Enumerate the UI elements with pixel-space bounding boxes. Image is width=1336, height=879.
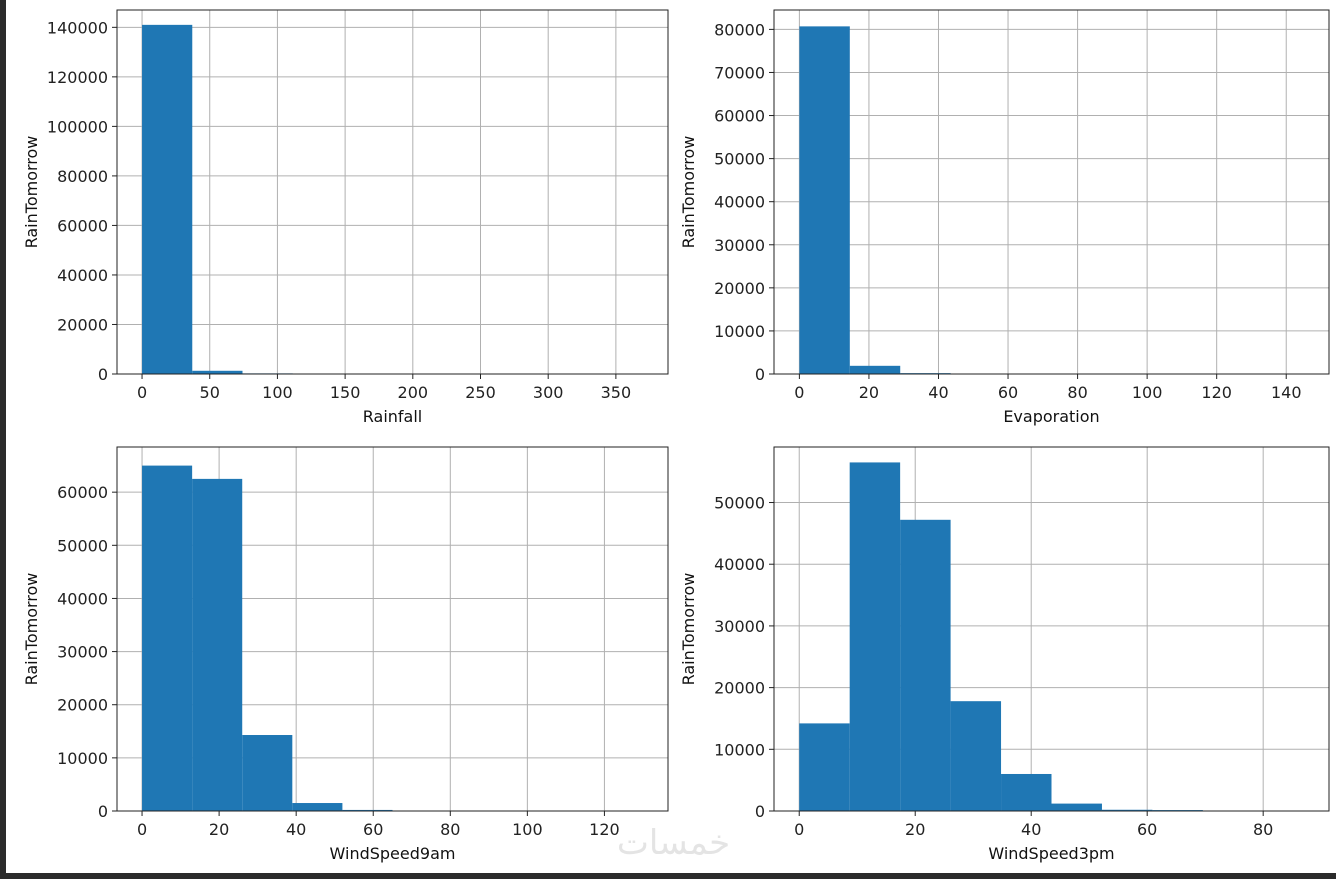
x-tick-label: 300	[533, 383, 564, 402]
x-tick-label: 80	[440, 820, 460, 839]
x-axis-label: WindSpeed3pm	[988, 844, 1114, 863]
x-axis-label: Rainfall	[363, 407, 422, 426]
histogram-bar	[1101, 809, 1153, 811]
y-tick-label: 30000	[714, 236, 765, 255]
y-tick-label: 20000	[57, 696, 108, 715]
y-axis-label: RainTomorrow	[679, 573, 698, 686]
y-axis-label: RainTomorrow	[22, 573, 41, 686]
histogram-grid: 0 50 100 150 200 250 300 3500200004000060000800…	[22, 9, 1330, 863]
x-tick-label: 40	[928, 383, 948, 402]
x-tick-label: 50	[200, 383, 220, 402]
x-tick-label: 100	[1132, 383, 1163, 402]
y-tick-label: 60000	[714, 107, 765, 126]
y-tick-label: 120000	[47, 68, 108, 87]
histogram-bar	[192, 370, 243, 374]
y-tick-label: 50000	[714, 494, 765, 513]
y-tick-label: 60000	[57, 483, 108, 502]
watermark-logo: خمسات	[616, 823, 731, 863]
x-tick-label: 80	[1067, 383, 1087, 402]
histogram-bar	[242, 735, 293, 811]
y-tick-label: 70000	[714, 63, 765, 82]
x-tick-label: 100	[512, 820, 543, 839]
subplot-windspeed3pm: 0 20 40 60 80 0 10000 20000 30000 40000 50000 WindS…	[679, 446, 1330, 863]
y-tick-label: 10000	[714, 740, 765, 759]
y-tick-label: 20000	[714, 679, 765, 698]
x-tick-label: 40	[1021, 820, 1041, 839]
x-tick-label: 0	[137, 383, 147, 402]
histogram-bar	[292, 803, 343, 811]
x-tick-label: 250	[465, 383, 496, 402]
y-tick-label: 50000	[714, 150, 765, 169]
y-tick-label: 80000	[714, 20, 765, 39]
y-tick-label: 30000	[714, 617, 765, 636]
y-tick-label: 20000	[714, 279, 765, 298]
axes-frame	[773, 9, 1330, 375]
x-tick-label: 350	[601, 383, 632, 402]
y-tick-label: 30000	[57, 643, 108, 662]
histogram-bar	[799, 26, 850, 374]
y-tick-label: 80000	[57, 167, 108, 186]
x-tick-label: 140	[1271, 383, 1302, 402]
histogram-bar	[142, 465, 193, 811]
x-tick-label: 20	[859, 383, 879, 402]
histogram-bar	[900, 519, 951, 811]
histogram-bar	[342, 809, 393, 811]
histogram-bar	[849, 462, 901, 811]
histogram-bar	[192, 478, 243, 811]
y-tick-label: 10000	[57, 749, 108, 768]
y-tick-label: 50000	[57, 536, 108, 555]
figure: 0 50 100 150 200 250 300 350 0 20000 40000 60000 800…	[6, 0, 1336, 873]
y-axis-label: RainTomorrow	[679, 136, 698, 249]
histogram-bar	[799, 723, 850, 811]
y-tick-label: 0	[98, 365, 108, 384]
y-tick-label: 40000	[57, 266, 108, 285]
y-tick-label: 100000	[47, 117, 108, 136]
y-tick-label: 140000	[47, 18, 108, 37]
subplot-windspeed9am: 0 20 40 60 80 100 120 0 10000 20000 30000 40000 5000…	[22, 446, 669, 863]
x-tick-label: 200	[398, 383, 429, 402]
axes-frame	[773, 446, 1330, 812]
x-tick-label: 120	[1201, 383, 1232, 402]
y-tick-label: 40000	[57, 589, 108, 608]
x-tick-label: 60	[363, 820, 383, 839]
x-tick-label: 150	[330, 383, 361, 402]
x-axis-label: WindSpeed9am	[330, 844, 456, 863]
x-tick-label: 20	[905, 820, 925, 839]
x-tick-label: 20	[209, 820, 229, 839]
subplot-rainfall: 0 50 100 150 200 250 300 350 0 20000 40000 60000 800…	[22, 9, 669, 426]
x-tick-label: 60	[998, 383, 1018, 402]
y-tick-label: 0	[98, 802, 108, 821]
x-tick-label: 0	[794, 383, 804, 402]
y-tick-label: 40000	[714, 555, 765, 574]
y-tick-label: 0	[755, 802, 765, 821]
histogram-bar	[1051, 803, 1102, 811]
x-axis-label: Evaporation	[1003, 407, 1099, 426]
x-tick-label: 60	[1137, 820, 1157, 839]
x-tick-label: 100	[262, 383, 293, 402]
histogram-bar	[849, 365, 901, 374]
x-tick-label: 120	[589, 820, 620, 839]
y-tick-label: 20000	[57, 315, 108, 334]
histogram-bar	[142, 24, 193, 374]
x-tick-label: 0	[794, 820, 804, 839]
y-tick-label: 0	[755, 365, 765, 384]
subplot-evaporation: 0 20 40 60 80 100 120 140 0 10000 20000 30000 40000 5…	[679, 9, 1330, 426]
x-tick-label: 80	[1253, 820, 1273, 839]
y-tick-label: 10000	[714, 322, 765, 341]
y-axis-label: RainTomorrow	[22, 136, 41, 249]
y-tick-label: 40000	[714, 193, 765, 212]
y-tick-label: 60000	[57, 216, 108, 235]
histogram-bar	[950, 701, 1002, 811]
x-tick-label: 40	[286, 820, 306, 839]
x-tick-label: 0	[137, 820, 147, 839]
histogram-bar	[1001, 773, 1052, 811]
axes-frame	[116, 446, 669, 812]
axes-frame	[116, 9, 669, 375]
